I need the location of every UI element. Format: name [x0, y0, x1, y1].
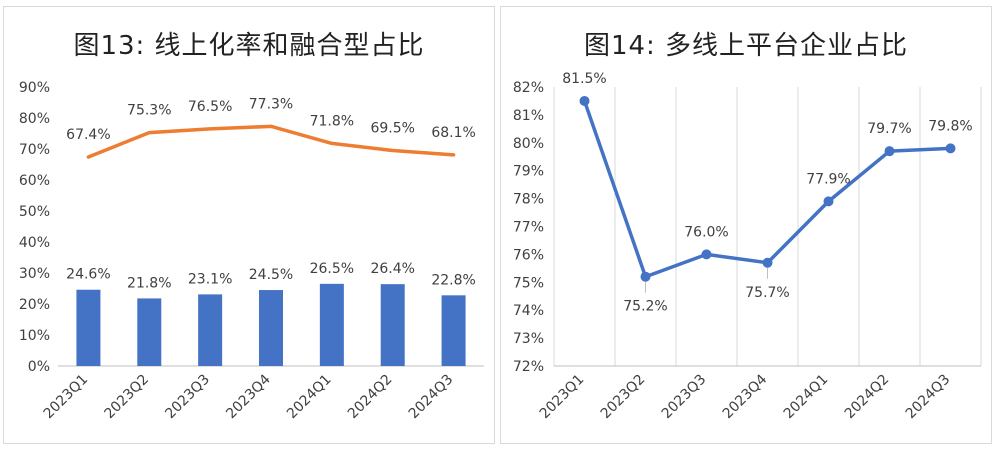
y-tick-label: 40%	[19, 235, 50, 251]
y-tick-label: 77%	[513, 220, 544, 236]
bar-data-label: 21.8%	[127, 275, 171, 291]
y-tick-label: 10%	[19, 328, 50, 344]
data-point	[640, 271, 651, 282]
x-tick-label: 2024Q1	[284, 372, 335, 423]
x-tick-label: 2023Q2	[102, 372, 153, 423]
bar-data-label: 23.1%	[188, 271, 232, 287]
point-data-label: 79.7%	[867, 121, 911, 137]
x-tick-label: 2024Q3	[406, 372, 457, 423]
y-tick-label: 70%	[19, 142, 50, 158]
line-data-label: 69.5%	[370, 121, 414, 137]
x-tick-label: 2023Q2	[598, 372, 649, 423]
y-tick-label: 80%	[513, 136, 544, 152]
y-tick-label: 82%	[513, 80, 544, 96]
y-tick-label: 0%	[28, 359, 50, 375]
x-tick-label: 2023Q1	[537, 372, 588, 423]
chart-title: 图13: 线上化率和融合型占比	[73, 31, 425, 61]
combo-chart: 0%10%20%30%40%50%60%70%80%90%2023Q1 2023Q…	[19, 80, 484, 423]
line-data-label: 77.3%	[249, 96, 293, 112]
x-tick-label: 2023Q4	[720, 371, 771, 422]
line-chart: 72%73%74%75%76%77%78%79%80%81%82%2023Q1 2…	[513, 71, 982, 423]
bar	[441, 295, 466, 366]
point-data-label: 81.5%	[562, 71, 606, 87]
x-tick-label: 2024Q2	[345, 372, 396, 423]
y-tick-label: 20%	[19, 297, 50, 313]
x-tick-label: 2024Q2	[842, 372, 893, 423]
bar-data-label: 22.8%	[431, 272, 475, 288]
data-point	[945, 143, 956, 154]
x-tick-label: 2023Q4	[223, 371, 274, 422]
x-tick-label: 2023Q1	[41, 372, 92, 423]
chart-panel-left: 图13: 线上化率和融合型占比 0% 10% 20% 30% 40% 50% 60% 70% 8…	[3, 6, 495, 444]
line-data-label: 71.8%	[310, 113, 354, 129]
y-tick-label: 79%	[513, 164, 544, 180]
y-tick-label: 60%	[19, 173, 50, 189]
line-data-label: 76.5%	[188, 99, 232, 115]
data-point	[579, 95, 590, 106]
chart-panel-right: 图14: 多线上平台企业占比 72% 73% 74% 75% 76% 77% 78% 79% 8…	[500, 6, 992, 444]
point-data-label: 75.7%	[745, 285, 789, 301]
y-tick-label: 81%	[513, 108, 544, 124]
y-tick-label: 30%	[19, 266, 50, 282]
y-tick-label: 72%	[513, 359, 544, 375]
line-data-label: 68.1%	[431, 125, 475, 141]
y-tick-label: 75%	[513, 275, 544, 291]
bar-data-label: 24.5%	[249, 267, 293, 283]
line-series	[86, 124, 456, 159]
bar	[259, 290, 283, 366]
line-data-label: 75.3%	[127, 103, 171, 119]
bar	[76, 289, 101, 366]
bar-data-label: 26.4%	[370, 261, 414, 277]
point-data-label: 77.9%	[806, 171, 850, 187]
y-tick-label: 80%	[19, 111, 50, 127]
data-point	[823, 196, 834, 207]
y-tick-label: 50%	[19, 204, 50, 220]
point-data-label: 76.0%	[684, 224, 728, 240]
x-tick-label: 2024Q1	[781, 372, 832, 423]
point-data-label: 75.2%	[623, 299, 667, 315]
data-point	[884, 146, 895, 157]
y-tick-label: 76%	[513, 247, 544, 263]
y-tick-label: 78%	[513, 192, 544, 208]
data-point	[701, 249, 712, 260]
y-tick-label: 73%	[513, 331, 544, 347]
point-data-label: 79.8%	[928, 118, 972, 134]
x-tick-label: 2024Q3	[903, 372, 954, 423]
x-tick-label: 2023Q3	[162, 372, 213, 423]
bar-data-label: 24.6%	[66, 267, 110, 283]
bar	[380, 284, 405, 366]
line-data-label: 67.4%	[66, 127, 110, 143]
y-tick-label: 74%	[513, 303, 544, 319]
bar-data-label: 26.5%	[310, 261, 354, 277]
x-tick-label: 2023Q3	[659, 372, 710, 423]
data-point	[762, 257, 773, 268]
y-tick-label: 90%	[19, 80, 50, 96]
bar	[198, 294, 223, 366]
chart-title: 图14: 多线上平台企业占比	[583, 31, 909, 61]
bar	[319, 283, 344, 366]
bar	[137, 298, 162, 366]
